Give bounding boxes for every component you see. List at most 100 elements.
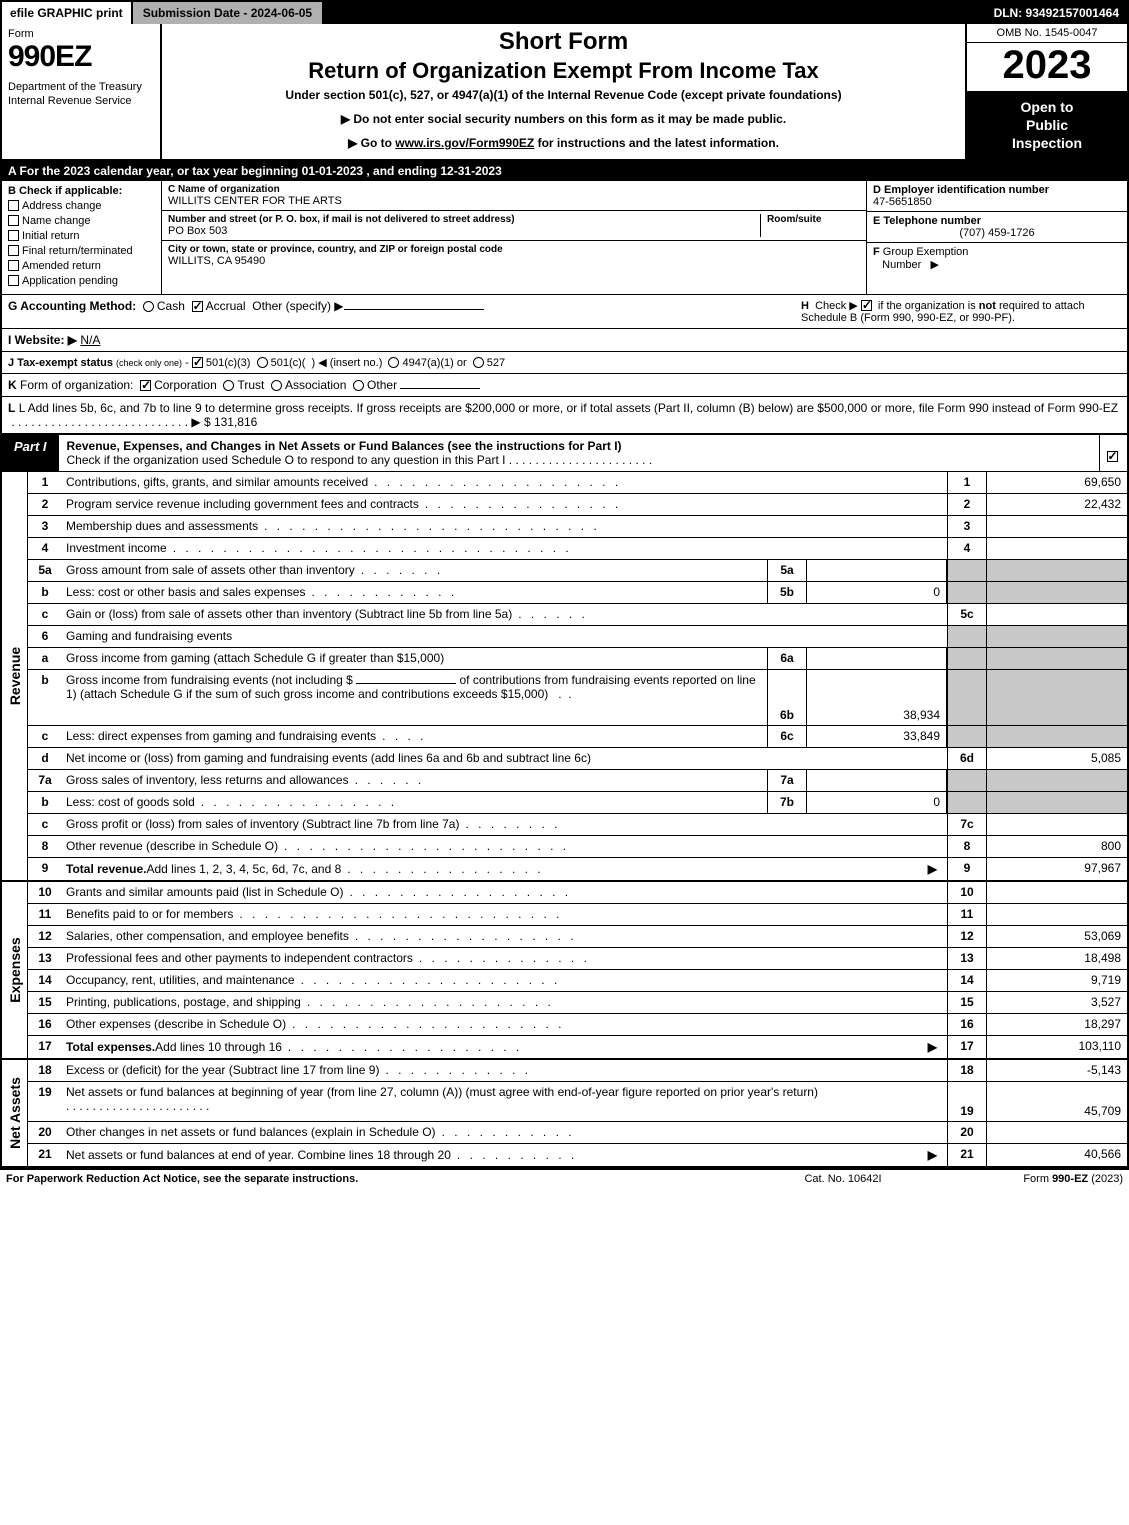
accounting-method-label: G Accounting Method: [8,299,136,313]
line-16: 16 Other expenses (describe in Schedule … [28,1014,1127,1036]
radio-527[interactable] [473,357,484,368]
radio-association[interactable] [271,380,282,391]
row-i-website: I Website: ▶ N/A [2,329,1127,352]
net-assets-section: Net Assets 18 Excess or (deficit) for th… [2,1060,1127,1168]
part-1-tab: Part I [2,435,59,471]
omb-number: OMB No. 1545-0047 [967,24,1127,43]
revenue-section: Revenue 1 Contributions, gifts, grants, … [2,472,1127,882]
expenses-vertical-label: Expenses [2,882,28,1058]
footer-cat-no: Cat. No. 10642I [743,1173,943,1185]
chk-address-change[interactable]: Address change [8,200,155,212]
dln-number: DLN: 93492157001464 [986,2,1127,24]
revenue-vertical-label: Revenue [2,472,28,880]
tax-year: 2023 [967,43,1127,92]
chk-accrual[interactable] [192,301,203,312]
header-right: OMB No. 1545-0047 2023 Open toPublicInsp… [967,24,1127,159]
line-7c: c Gross profit or (loss) from sales of i… [28,814,1127,836]
section-b-through-f: B Check if applicable: Address change Na… [2,181,1127,295]
website-value: N/A [80,333,100,347]
column-c-org-info: C Name of organization WILLITS CENTER FO… [162,181,867,294]
line-12: 12 Salaries, other compensation, and emp… [28,926,1127,948]
line-3: 3 Membership dues and assessments. . . .… [28,516,1127,538]
chk-501c3[interactable] [192,357,203,368]
radio-other-org[interactable] [353,380,364,391]
row-a-tax-year: A For the 2023 calendar year, or tax yea… [2,161,1127,181]
inspection-notice: Open toPublicInspection [967,92,1127,159]
part-1-header: Part I Revenue, Expenses, and Changes in… [2,433,1127,472]
chk-corporation[interactable] [140,380,151,391]
radio-cash[interactable] [143,301,154,312]
city-state-zip: WILLITS, CA 95490 [168,255,860,267]
line-6b: b Gross income from fundraising events (… [28,670,1127,726]
line-6a: a Gross income from gaming (attach Sched… [28,648,1127,670]
phone-label: E Telephone number [873,215,1121,227]
org-name-label: C Name of organization [168,184,860,195]
footer-form-ref: Form 990-EZ (2023) [943,1173,1123,1185]
department-label: Department of the TreasuryInternal Reven… [8,80,154,109]
radio-501c[interactable] [257,357,268,368]
form-header: Form 990EZ Department of the TreasuryInt… [2,24,1127,161]
form-number: 990EZ [8,40,154,74]
instruction-1: ▶ Do not enter social security numbers o… [170,112,957,126]
room-suite-label: Room/suite [767,214,860,225]
ein-label: D Employer identification number [873,184,1121,196]
city-label: City or town, state or province, country… [168,244,860,255]
chk-amended-return[interactable]: Amended return [8,260,155,272]
row-l-amount: ▶ $ 131,816 [191,415,257,429]
line-6d: d Net income or (loss) from gaming and f… [28,748,1127,770]
other-org-input[interactable] [400,388,480,389]
org-name: WILLITS CENTER FOR THE ARTS [168,195,860,207]
phone-value: (707) 459-1726 [873,227,1121,239]
form-title: Return of Organization Exempt From Incom… [170,58,957,84]
other-specify-input[interactable] [344,309,484,310]
efile-link[interactable]: efile GRAPHIC print [2,2,133,24]
line-6: 6 Gaming and fundraising events [28,626,1127,648]
line-21: 21 Net assets or fund balances at end of… [28,1144,1127,1166]
chk-initial-return[interactable]: Initial return [8,230,155,242]
line-13: 13 Professional fees and other payments … [28,948,1127,970]
line-19: 19 Net assets or fund balances at beginn… [28,1082,1127,1122]
line-10: 10 Grants and similar amounts paid (list… [28,882,1127,904]
line-4: 4 Investment income. . . . . . . . . . .… [28,538,1127,560]
street-label: Number and street (or P. O. box, if mail… [168,214,760,225]
line-5b: b Less: cost or other basis and sales ex… [28,582,1127,604]
line-14: 14 Occupancy, rent, utilities, and maint… [28,970,1127,992]
row-l-text: L Add lines 5b, 6c, and 7b to line 9 to … [19,401,1118,415]
website-label: I Website: ▶ [8,333,77,347]
chk-application-pending[interactable]: Application pending [8,275,155,287]
other-specify: Other (specify) ▶ [252,299,343,313]
expenses-section: Expenses 10 Grants and similar amounts p… [2,882,1127,1060]
row-k-org-form: K Form of organization: Corporation Trus… [2,374,1127,397]
part-1-schedule-o-check[interactable] [1099,435,1127,471]
short-form-title: Short Form [170,28,957,56]
footer-left: For Paperwork Reduction Act Notice, see … [6,1173,743,1185]
line-15: 15 Printing, publications, postage, and … [28,992,1127,1014]
chk-not-required-schedule-b[interactable] [861,300,872,311]
header-middle: Short Form Return of Organization Exempt… [162,24,967,159]
line-7b: b Less: cost of goods sold. . . . . . . … [28,792,1127,814]
ein-value: 47-5651850 [873,196,1121,208]
instruction-2: ▶ Go to www.irs.gov/Form990EZ for instru… [170,136,957,150]
topbar-spacer [324,2,985,24]
line-18: 18 Excess or (deficit) for the year (Sub… [28,1060,1127,1082]
line-7a: 7a Gross sales of inventory, less return… [28,770,1127,792]
part-1-title: Revenue, Expenses, and Changes in Net As… [59,435,1099,471]
form-990ez-page: efile GRAPHIC print Submission Date - 20… [0,0,1129,1170]
column-d-e-f: D Employer identification number 47-5651… [867,181,1127,294]
line-1: 1 Contributions, gifts, grants, and simi… [28,472,1127,494]
chk-final-return[interactable]: Final return/terminated [8,245,155,257]
line-6c: c Less: direct expenses from gaming and … [28,726,1127,748]
column-b-checkboxes: B Check if applicable: Address change Na… [2,181,162,294]
radio-4947[interactable] [388,357,399,368]
radio-trust[interactable] [223,380,234,391]
line-5c: c Gain or (loss) from sale of assets oth… [28,604,1127,626]
top-bar: efile GRAPHIC print Submission Date - 20… [2,2,1127,24]
group-exemption-label: F Group Exemption Number ▶ [873,246,1121,271]
line-11: 11 Benefits paid to or for members. . . … [28,904,1127,926]
row-l-gross-receipts: L L Add lines 5b, 6c, and 7b to line 9 t… [2,397,1127,433]
chk-name-change[interactable]: Name change [8,215,155,227]
row-j-tax-exempt: J Tax-exempt status (check only one) - 5… [2,352,1127,374]
street-address: PO Box 503 [168,225,760,237]
form-subtitle: Under section 501(c), 527, or 4947(a)(1)… [170,88,957,102]
row-h-schedule-b: H Check ▶ if the organization is not req… [801,299,1121,324]
